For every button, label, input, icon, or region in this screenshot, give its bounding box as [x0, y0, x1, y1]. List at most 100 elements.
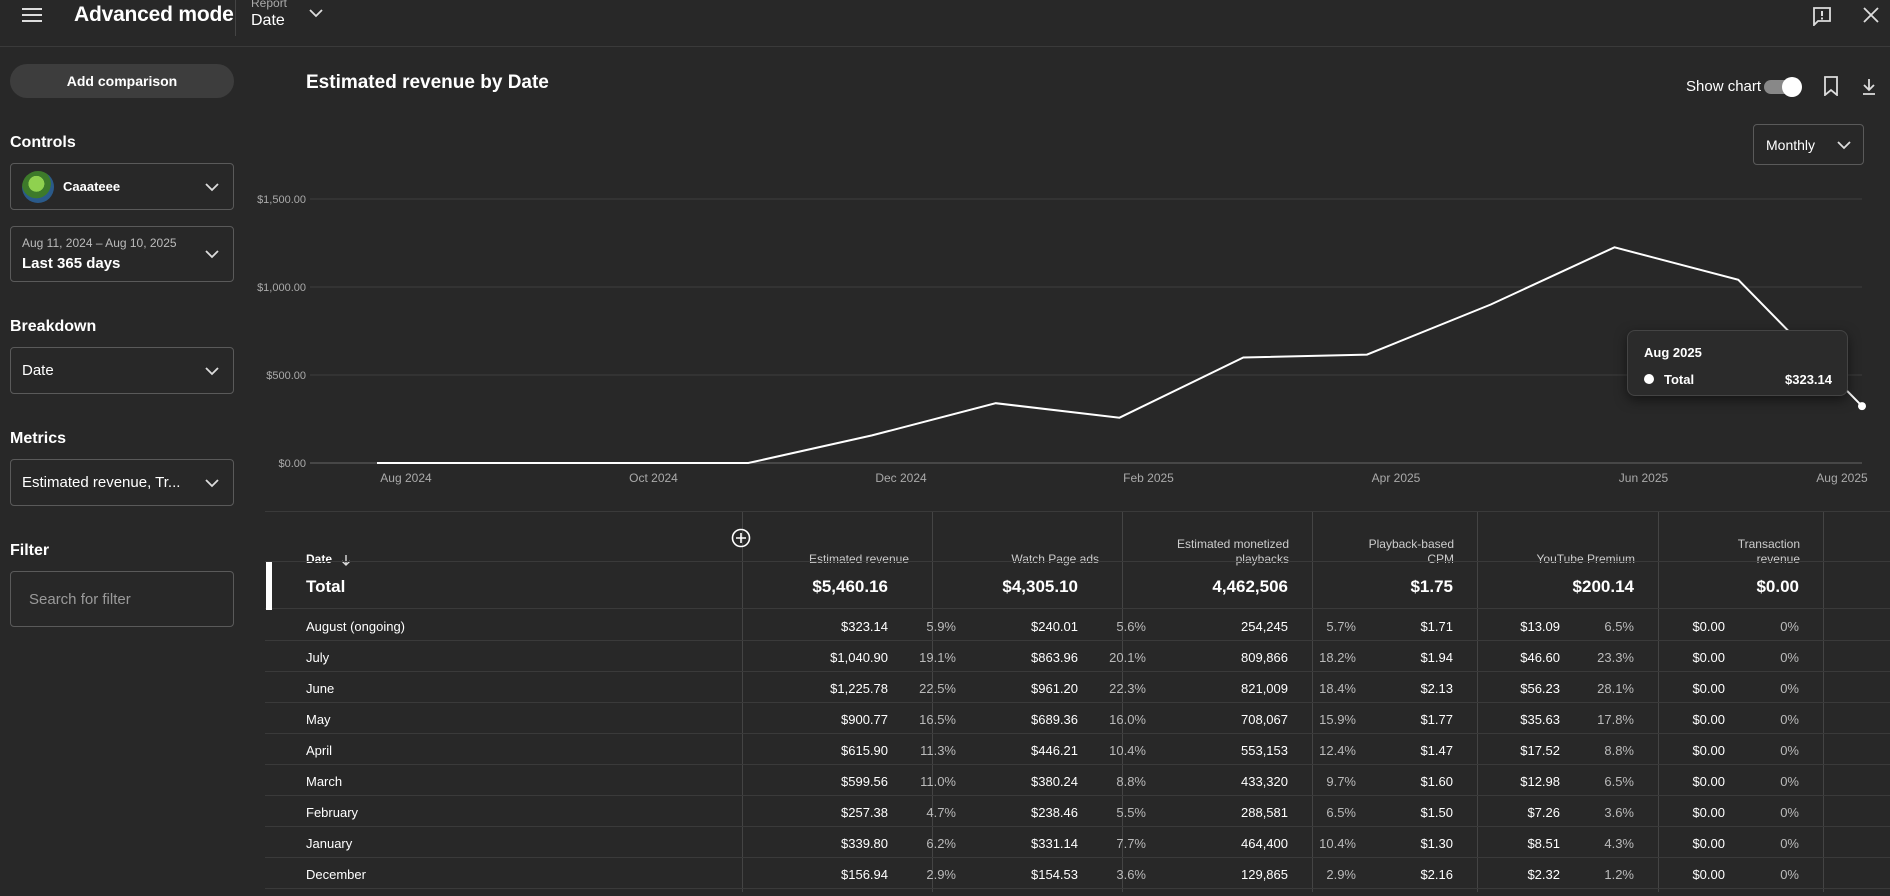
- cell-prem-pct: 4.3%: [1604, 836, 1634, 851]
- arrow-down-icon[interactable]: [340, 554, 352, 566]
- table-row[interactable]: April $615.90 11.3% $446.21 10.4% 553,153 12.4…: [265, 734, 1890, 765]
- channel-name: Caaateee: [63, 179, 121, 194]
- granularity-dropdown[interactable]: Monthly: [1753, 124, 1864, 165]
- show-chart-toggle[interactable]: [1764, 77, 1802, 97]
- top-bar: Advanced mode Report Date: [0, 0, 1890, 47]
- column-header-label: Date: [306, 552, 333, 566]
- series-line-total[interactable]: [377, 246, 1863, 464]
- column-header-monetized-playbacks[interactable]: Estimated monetized playbacks: [1176, 537, 1289, 566]
- breakdown-value: Date: [22, 362, 54, 379]
- controls-heading: Controls: [10, 134, 76, 151]
- y-tick-label: $1,000.00: [257, 282, 306, 294]
- cell-cpm: $2.13: [1420, 681, 1453, 696]
- column-header-youtube-premium[interactable]: YouTube Premium: [1536, 552, 1636, 566]
- table-row[interactable]: July $1,040.90 19.1% $863.96 20.1% 809,866 18.…: [265, 641, 1890, 672]
- breakdown-dropdown[interactable]: Date: [10, 347, 234, 394]
- tooltip-value: $323.14: [1785, 372, 1832, 387]
- cell-ads: $446.21: [1031, 743, 1078, 758]
- tooltip-series-dot: [1644, 374, 1654, 384]
- column-header-playback-cpm[interactable]: Playback-based CPM: [1368, 537, 1454, 566]
- cell-prem: $17.52: [1520, 743, 1560, 758]
- cell-trans-pct: 0%: [1780, 836, 1799, 851]
- cell-trans: $0.00: [1692, 774, 1725, 789]
- download-icon[interactable]: [1862, 78, 1876, 96]
- bookmark-icon[interactable]: [1823, 76, 1839, 96]
- cell-prem-pct: 6.5%: [1604, 619, 1634, 634]
- cell-prem: $2.32: [1527, 867, 1560, 882]
- cell-date: February: [306, 805, 359, 820]
- total-row: Total $5,460.16 $4,305.10 4,462,506 $1.7…: [265, 561, 1890, 610]
- data-point-highlight[interactable]: [1858, 402, 1866, 411]
- channel-dropdown[interactable]: Caaateee: [10, 163, 234, 210]
- filter-heading: Filter: [10, 542, 50, 559]
- x-tick-label: Jun 2025: [1619, 471, 1669, 485]
- cell-prem: $35.63: [1520, 712, 1560, 727]
- table-row[interactable]: March $599.56 11.0% $380.24 8.8% 433,320 9.7% $…: [265, 765, 1890, 796]
- feedback-icon[interactable]: [1812, 6, 1832, 26]
- cell-rev: $156.94: [841, 867, 888, 882]
- x-tick-label: Apr 2025: [1372, 471, 1421, 485]
- cell-ads: $961.20: [1031, 681, 1078, 696]
- cell-play-pct: 10.4%: [1319, 836, 1356, 851]
- divider: [235, 0, 236, 36]
- cell-rev-pct: 5.9%: [926, 619, 956, 634]
- tooltip-date: Aug 2025: [1644, 345, 1702, 360]
- table-row[interactable]: January $339.80 6.2% $331.14 7.7% 464,400 10.4…: [265, 827, 1890, 858]
- cell-ads-pct: 20.1%: [1109, 650, 1146, 665]
- breakdown-heading: Breakdown: [10, 318, 97, 335]
- cell-trans-pct: 0%: [1780, 743, 1799, 758]
- cell-trans-pct: 0%: [1780, 681, 1799, 696]
- cell-rev: $339.80: [841, 836, 888, 851]
- close-icon[interactable]: [1862, 6, 1880, 24]
- cell-rev-pct: 22.5%: [919, 681, 956, 696]
- cell-date: December: [306, 867, 366, 882]
- column-header-estimated-revenue[interactable]: Estimated revenue: [808, 552, 909, 566]
- cell-ads-pct: 22.3%: [1109, 681, 1146, 696]
- table-row[interactable]: February $257.38 4.7% $238.46 5.5% 288,581 6.5…: [265, 796, 1890, 827]
- cell-rev-pct: 4.7%: [926, 805, 956, 820]
- plus-circle-icon[interactable]: [731, 528, 751, 548]
- data-table: Date Estimated revenue Watch Page ads Es…: [265, 511, 1890, 896]
- cell-play-pct: 18.4%: [1319, 681, 1356, 696]
- chevron-down-icon: [205, 478, 219, 487]
- cell-trans: $0.00: [1692, 681, 1725, 696]
- hamburger-menu-icon[interactable]: [20, 4, 44, 24]
- table-row[interactable]: June $1,225.78 22.5% $961.20 22.3% 821,009 18.…: [265, 672, 1890, 703]
- chevron-down-icon[interactable]: [309, 8, 323, 18]
- table-row[interactable]: May $900.77 16.5% $689.36 16.0% 708,067 15.9% $…: [265, 703, 1890, 734]
- report-selector[interactable]: Report Date: [251, 0, 287, 30]
- cell-prem: $13.09: [1520, 619, 1560, 634]
- cell-ads-pct: 5.5%: [1116, 805, 1146, 820]
- cell-rev-pct: 16.5%: [919, 712, 956, 727]
- x-tick-label: Feb 2025: [1123, 471, 1174, 485]
- revenue-line-chart[interactable]: $0.00 $500.00 $1,000.00 $1,500.00 Aug 2024 Oc…: [257, 180, 1880, 500]
- column-header-date[interactable]: Date: [306, 522, 506, 567]
- cell-trans-pct: 0%: [1780, 774, 1799, 789]
- cell-cpm: $1.94: [1420, 650, 1453, 665]
- column-header-transaction-revenue[interactable]: Transaction revenue: [1737, 537, 1800, 566]
- metrics-dropdown[interactable]: Estimated revenue, Tr...: [10, 459, 234, 506]
- add-comparison-button[interactable]: Add comparison: [10, 64, 234, 98]
- y-tick-label: $500.00: [266, 370, 306, 382]
- cell-cpm: $1.50: [1420, 805, 1453, 820]
- cell-play-pct: 2.9%: [1326, 867, 1356, 882]
- cell-trans: $0.00: [1692, 712, 1725, 727]
- date-range-dropdown[interactable]: Aug 11, 2024 – Aug 10, 2025 Last 365 day…: [10, 226, 234, 282]
- cell-cpm: $1.71: [1420, 619, 1453, 634]
- cell-prem: $7.26: [1527, 805, 1560, 820]
- filter-search-input[interactable]: [10, 571, 234, 627]
- report-label: Report: [251, 0, 288, 10]
- cell-trans: $0.00: [1692, 743, 1725, 758]
- cell-play-pct: 12.4%: [1319, 743, 1356, 758]
- column-header-watch-page-ads[interactable]: Watch Page ads: [1011, 552, 1099, 566]
- table-row[interactable]: August (ongoing) $323.14 5.9% $240.01 5.6% 25…: [265, 610, 1890, 641]
- table-row[interactable]: December $156.94 2.9% $154.53 3.6% 129,865 2.9…: [265, 858, 1890, 889]
- total-playback-cpm: $1.75: [1410, 577, 1453, 596]
- cell-trans-pct: 0%: [1780, 619, 1799, 634]
- cell-prem: $8.51: [1527, 836, 1560, 851]
- cell-trans-pct: 0%: [1780, 867, 1799, 882]
- chevron-down-icon: [205, 250, 219, 259]
- cell-play-pct: 5.7%: [1326, 619, 1356, 634]
- x-tick-label: Aug 2024: [380, 471, 432, 485]
- y-tick-label: $0.00: [278, 458, 306, 470]
